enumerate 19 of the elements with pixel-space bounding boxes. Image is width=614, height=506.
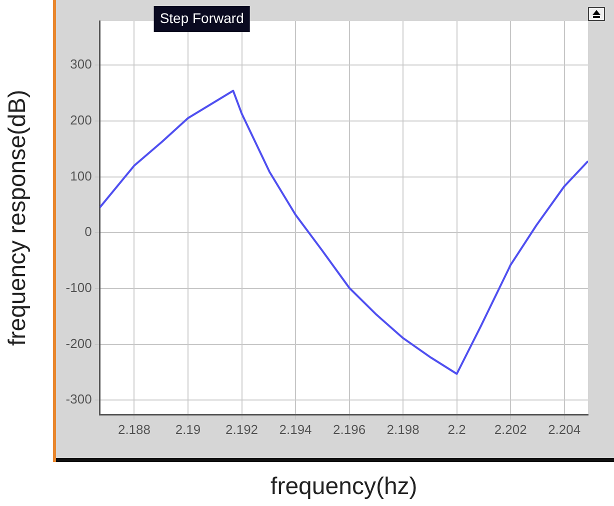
- x-tick-label: 2.19: [175, 422, 201, 437]
- x-tick-label: 2.2: [448, 422, 466, 437]
- y-tick-label: 200: [70, 112, 92, 128]
- annotation: Step Forward: [160, 10, 244, 26]
- x-tick-label: 2.204: [548, 422, 581, 437]
- x-tick-label: 2.202: [494, 422, 527, 437]
- y-tick-label: 100: [70, 168, 92, 184]
- y-tick-label: -300: [66, 392, 92, 407]
- x-tick-label: 2.188: [118, 422, 150, 437]
- x-axis-title: frequency(hz): [270, 473, 418, 500]
- x-tick-label: 2.192: [225, 422, 258, 437]
- x-tick-label: 2.194: [279, 422, 312, 437]
- y-tick-label: 300: [70, 56, 92, 72]
- y-axis-title: frequency response(dB): [4, 90, 32, 346]
- y-tick-label: 0: [84, 224, 92, 240]
- y-tick-label: -100: [66, 280, 92, 296]
- x-tick-label: 2.198: [386, 422, 420, 437]
- x-tick-label: 2.196: [333, 422, 366, 437]
- y-tick-label: -200: [66, 336, 92, 351]
